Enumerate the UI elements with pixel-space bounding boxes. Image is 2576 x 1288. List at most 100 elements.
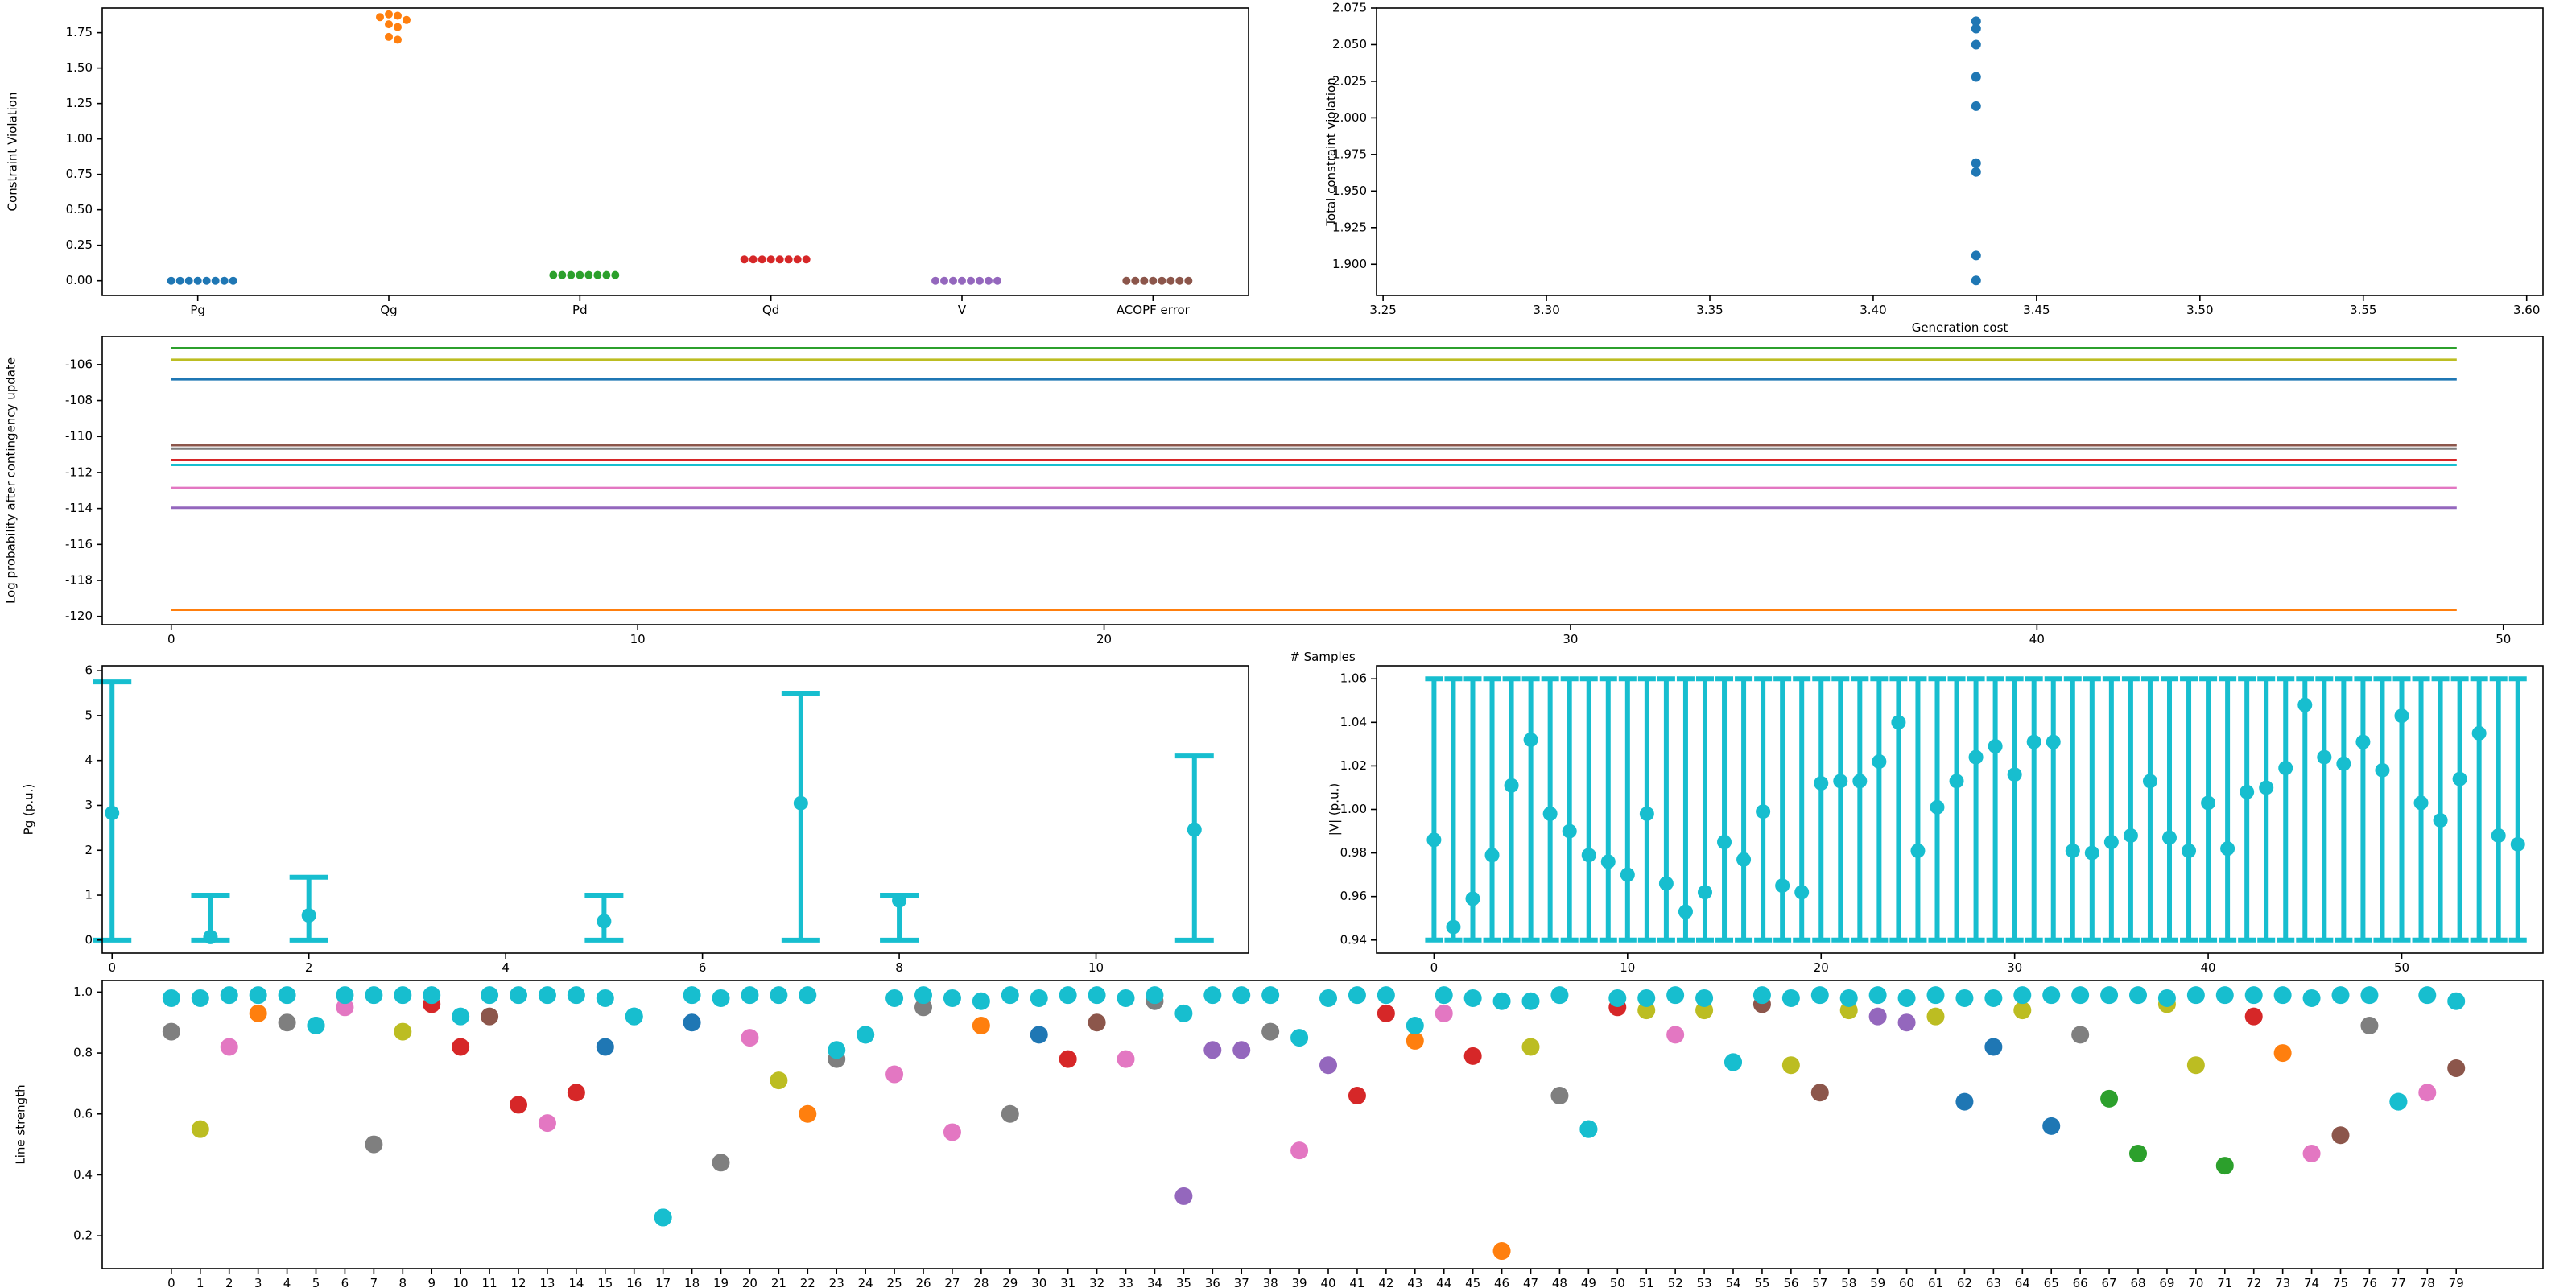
swarm-point (985, 276, 993, 285)
point (1600, 854, 1616, 869)
scatter-point (972, 992, 990, 1010)
point (1581, 848, 1596, 863)
x-tick-label: 27 (944, 1276, 960, 1288)
x-tick-label: 2 (305, 960, 313, 975)
y-tick-label: 1.00 (66, 131, 93, 146)
swarm-point (394, 35, 402, 44)
swarm-point (949, 276, 957, 285)
x-tick-label: 24 (858, 1276, 873, 1288)
scatter-point (191, 1120, 209, 1138)
x-tick-label: 19 (713, 1276, 729, 1288)
scatter-point (1232, 1041, 1251, 1059)
scatter-point (1406, 1031, 1424, 1050)
x-tick-label: 54 (1725, 1276, 1740, 1288)
scatter-point (2331, 986, 2350, 1005)
y-tick-label: 1.950 (1332, 184, 1367, 198)
x-tick-label: 43 (1407, 1276, 1422, 1288)
x-tick-label: 9 (427, 1276, 436, 1288)
y-tick-label: 1.0 (73, 985, 93, 999)
point (1756, 804, 1771, 819)
x-tick-label: 3 (254, 1276, 262, 1288)
scatter-point (914, 986, 933, 1005)
scatter-point (2244, 1007, 2263, 1026)
point (1446, 919, 1461, 935)
y-tick-label: 2.050 (1332, 37, 1367, 52)
swarm-point (202, 276, 211, 285)
x-tick-label: 75 (2333, 1276, 2348, 1288)
scatter-point (336, 998, 354, 1017)
swarm-point (593, 270, 602, 279)
scatter-point (1435, 986, 1453, 1005)
scatter-point (481, 986, 499, 1005)
swarm-point (385, 10, 393, 19)
y-axis-label: Line strength (14, 1084, 28, 1164)
scatter-point (1971, 158, 1981, 168)
scatter-point (1868, 1007, 1887, 1026)
scatter-point (1319, 1056, 1338, 1075)
x-tick-label: 20 (1814, 960, 1829, 975)
y-tick-label: 1.00 (1340, 802, 1367, 816)
point (105, 805, 120, 820)
scatter-point (1984, 1038, 2003, 1056)
scatter-point (1203, 986, 1222, 1005)
swarm-point (184, 276, 193, 285)
swarm-point (549, 270, 558, 279)
x-tick-label: 50 (2394, 960, 2409, 975)
scatter-point (1117, 989, 1135, 1007)
point (1465, 891, 1480, 906)
swarm-point (385, 20, 393, 29)
x-tick-label: 32 (1089, 1276, 1104, 1288)
x-tick-label: 57 (1812, 1276, 1827, 1288)
x-tick-label: 13 (539, 1276, 555, 1288)
y-tick-label: -114 (65, 501, 93, 515)
scatter-point (2360, 986, 2379, 1005)
point (2201, 795, 2216, 811)
point (2026, 734, 2041, 749)
y-tick-label: 2.025 (1332, 73, 1367, 88)
point (2510, 836, 2525, 852)
x-tick-label: 71 (2217, 1276, 2232, 1288)
scatter-point (683, 986, 701, 1005)
scatter-point (1810, 986, 1829, 1005)
scatter-point (2418, 986, 2437, 1005)
y-tick-label: 1.02 (1340, 758, 1367, 773)
point (301, 908, 316, 923)
point (1988, 739, 2003, 754)
x-tick-label: 77 (2391, 1276, 2406, 1288)
x-tick-label: 3.55 (2350, 303, 2376, 317)
point (2084, 845, 2099, 861)
x-tick-label: 31 (1060, 1276, 1075, 1288)
y-tick-label: 1 (85, 888, 93, 902)
scatter-point (1521, 992, 1540, 1010)
scatter-point (1781, 989, 1800, 1007)
swarm-point (1175, 276, 1184, 285)
scatter-point (1348, 986, 1366, 1005)
panel: 3.25 3.30 3.35 3.40 3.45 3.50 3.55 3.60 1.900 1.9… (1324, 1, 2544, 335)
x-tick-label: 42 (1378, 1276, 1393, 1288)
x-tick-label: 0 (108, 960, 116, 975)
point (1504, 778, 1519, 793)
point (1187, 822, 1202, 837)
x-tick-label: Pd (572, 303, 588, 317)
scatter-point (1666, 986, 1685, 1005)
x-tick-label: 49 (1581, 1276, 1596, 1288)
x-tick-label: 4 (502, 960, 510, 975)
y-tick-label: 2 (85, 843, 93, 857)
scatter-point (452, 1038, 470, 1056)
point (1658, 876, 1674, 891)
scatter-point (1666, 1026, 1685, 1044)
point (2220, 841, 2235, 857)
y-tick-label: 5 (85, 708, 93, 722)
scatter-point (1319, 989, 1338, 1007)
point (2161, 830, 2177, 845)
scatter-point (1059, 986, 1077, 1005)
y-axis-label: Pg (p.u.) (22, 784, 36, 836)
x-tick-label: 39 (1292, 1276, 1307, 1288)
swarm-point (784, 255, 793, 264)
y-tick-label: 0 (85, 932, 93, 947)
x-tick-label: Qg (380, 303, 397, 317)
scatter-point (1810, 1084, 1829, 1102)
x-tick-label: 26 (915, 1276, 931, 1288)
swarm-point (931, 276, 939, 285)
